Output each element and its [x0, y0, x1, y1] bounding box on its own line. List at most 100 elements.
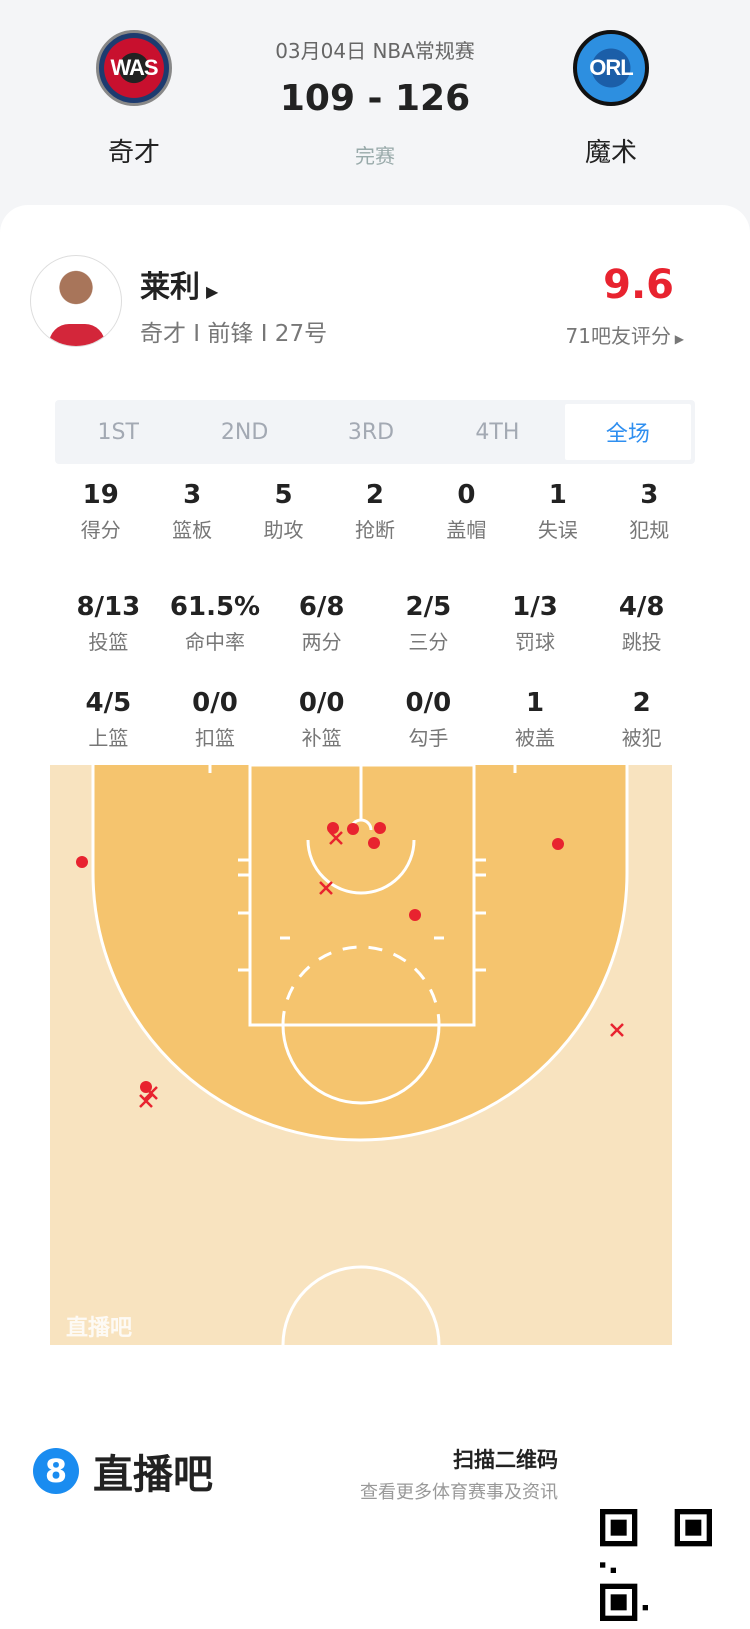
period-tabs: 1ST 2ND 3RD 4TH 全场 [55, 400, 695, 464]
stat-cell: 8/13 投篮 [55, 592, 162, 655]
stat-label: 犯规 [629, 518, 670, 542]
rating-link[interactable]: 71吧友评分 ▶ [565, 324, 685, 348]
made-shot [409, 909, 421, 921]
stat-label: 两分 [301, 630, 342, 654]
home-team-name: 奇才 [107, 138, 160, 168]
stat-value: 19 [82, 480, 119, 510]
match-status: 完赛 [355, 144, 395, 168]
made-shot [374, 822, 386, 834]
made-shot [347, 823, 359, 835]
stat-label: 罚球 [515, 630, 556, 654]
made-shot [552, 838, 564, 850]
stat-value: 1 [525, 688, 545, 718]
stat-label: 抢断 [354, 518, 395, 542]
team-logo-was: WAS [96, 30, 172, 106]
player-info: 奇才 I 前锋 I 27号 [140, 321, 328, 347]
stat-cell: 6/8 两分 [268, 592, 375, 655]
player-avatar[interactable] [30, 255, 122, 347]
stat-label: 篮板 [172, 518, 213, 542]
stat-cell: 2/5 三分 [375, 592, 482, 655]
stat-value: 2 [632, 688, 651, 718]
stat-cell: 0/0 勾手 [375, 688, 482, 751]
stat-cell: 19 得分 [55, 480, 146, 543]
stat-value: 3 [183, 480, 202, 510]
stat-value: 4/8 [618, 592, 665, 622]
stat-label: 补篮 [301, 726, 342, 750]
tab-1st[interactable]: 1ST [97, 419, 139, 445]
stat-label: 投篮 [88, 630, 129, 654]
tab-full-game[interactable]: 全场 [564, 404, 692, 460]
stat-label: 盖帽 [446, 518, 487, 542]
stat-cell: 4/5 上篮 [55, 688, 162, 751]
stat-label: 三分 [408, 630, 449, 654]
brand-8-icon: 8 [33, 1448, 79, 1494]
stat-value: 8/13 [76, 592, 141, 622]
restricted-arc [306, 839, 416, 895]
stat-cell: 2 抢断 [329, 480, 420, 543]
stat-cell: 2 被犯 [588, 688, 695, 751]
tab-4th[interactable]: 4TH [475, 419, 520, 445]
made-shot [368, 837, 380, 849]
stat-label: 跳投 [621, 630, 662, 654]
stat-cell: 0/0 扣篮 [162, 688, 269, 751]
stat-value: 0/0 [298, 688, 345, 718]
missed-shot [610, 1023, 624, 1037]
stat-label: 命中率 [185, 630, 245, 654]
stat-cell: 0 盖帽 [421, 480, 512, 543]
stat-value: 2/5 [405, 592, 452, 622]
stat-label: 上篮 [88, 726, 129, 750]
stat-value: 1/3 [512, 592, 558, 622]
missed-shot [329, 831, 343, 845]
stat-cell: 1/3 罚球 [482, 592, 589, 655]
qr-subtitle: 查看更多体育赛事及资讯 [360, 1482, 558, 1503]
tab-2nd[interactable]: 2ND [220, 419, 269, 445]
stat-value: 4/5 [85, 688, 132, 718]
missed-shot [139, 1094, 153, 1108]
stats-row: 4/5 上篮 0/0 扣篮 0/0 补篮 0/0 勾手 1 被盖 2 被犯 [55, 688, 695, 751]
stat-cell: 0/0 补篮 [268, 688, 375, 751]
match-date-league: 03月04日 NBA常规赛 [275, 39, 475, 63]
stat-cell: 3 篮板 [146, 480, 237, 543]
brand-name: 直播吧 [93, 1452, 213, 1498]
made-shot [327, 822, 339, 834]
stat-cell: 3 犯规 [604, 480, 695, 543]
stat-value: 2 [365, 480, 385, 510]
stats-row: 19 得分 3 篮板 5 助攻 2 抢断 0 盖帽 1 失误 3 犯规 [55, 480, 695, 543]
stat-label: 被犯 [621, 726, 662, 750]
team-logo-orl: ORL [573, 30, 649, 106]
qr-code [600, 1509, 712, 1621]
score: 109 - 126 [279, 78, 471, 119]
shot-chart: 直播吧 [50, 763, 672, 1425]
stat-value: 6/8 [298, 592, 345, 622]
stat-value: 0 [457, 480, 476, 510]
player-name[interactable]: 莱利 ▶ [140, 270, 219, 305]
stat-cell: 4/8 跳投 [588, 592, 695, 655]
stat-label: 被盖 [515, 726, 556, 750]
missed-shot [319, 881, 333, 895]
player-rating: 9.6 [603, 262, 674, 308]
stat-cell: 5 助攻 [238, 480, 329, 543]
three-point-area [93, 765, 627, 1140]
free-throw-circle-bottom [281, 1024, 441, 1105]
made-shot [76, 856, 88, 868]
arrow-right-icon: ▶ [670, 332, 684, 346]
stat-value: 0/0 [192, 688, 238, 718]
stat-label: 失误 [537, 518, 578, 542]
watermark: 直播吧 [66, 1316, 133, 1341]
missed-shot [144, 1086, 158, 1100]
free-throw-circle-top [281, 945, 441, 1026]
stat-label: 助攻 [263, 518, 304, 542]
stat-value: 1 [548, 480, 567, 510]
stat-cell: 1 失误 [512, 480, 603, 543]
stat-value: 3 [640, 480, 659, 510]
play-arrow-icon: ▶ [206, 282, 219, 301]
stat-cell: 61.5% 命中率 [162, 592, 269, 655]
stat-label: 扣篮 [195, 726, 235, 750]
brand-logo: 8 直播吧 [33, 1442, 213, 1500]
away-team-name: 魔术 [584, 138, 637, 168]
stat-label: 勾手 [408, 726, 449, 750]
stat-label: 得分 [80, 518, 121, 542]
qr-title: 扫描二维码 [453, 1448, 558, 1472]
tab-3rd[interactable]: 3RD [347, 419, 395, 445]
three-point-line [91, 765, 629, 1142]
